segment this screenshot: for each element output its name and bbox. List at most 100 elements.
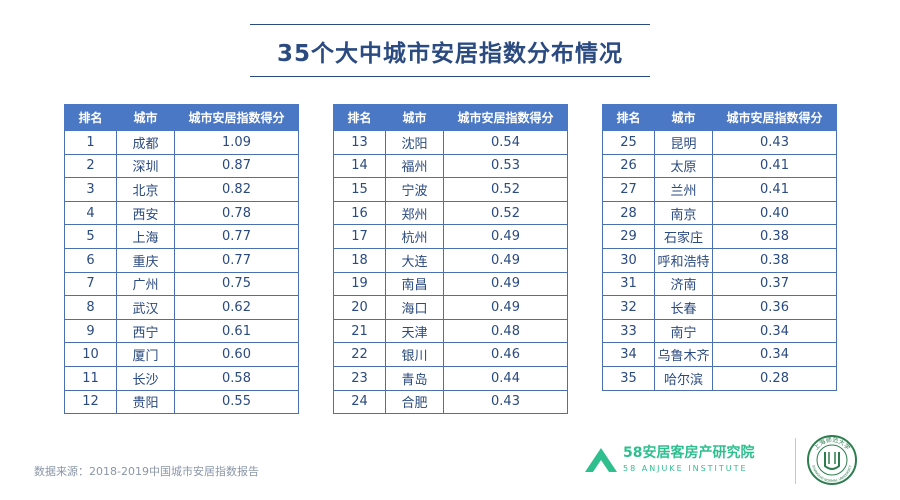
cell-score: 0.34 xyxy=(712,342,837,367)
table-row: 13 沈阳 0.54 xyxy=(333,130,568,155)
seal-cn-text: 上海师范大学 xyxy=(812,436,852,452)
svg-text:上海师范大学: 上海师范大学 xyxy=(812,436,852,452)
table-row: 7 广州 0.75 xyxy=(64,271,299,297)
cell-rank: 3 xyxy=(64,177,117,202)
cell-city: 宁波 xyxy=(385,177,444,202)
cell-score: 0.34 xyxy=(712,318,837,344)
cell-score: 0.41 xyxy=(712,153,837,179)
cell-rank: 17 xyxy=(333,224,386,249)
cell-city: 郑州 xyxy=(385,200,444,226)
cell-city: 呼和浩特 xyxy=(654,247,713,273)
table-row: 29 石家庄 0.38 xyxy=(602,224,837,249)
cell-score: 0.77 xyxy=(174,224,299,249)
table-row: 20 海口 0.49 xyxy=(333,295,568,320)
cell-city: 重庆 xyxy=(116,247,175,273)
table-row: 25 昆明 0.43 xyxy=(602,130,837,155)
table-row: 21 天津 0.48 xyxy=(333,318,568,344)
cell-city: 昆明 xyxy=(654,130,713,155)
cell-rank: 18 xyxy=(333,247,386,273)
table-header-row: 排名 城市 城市安居指数得分 xyxy=(64,104,299,131)
table-header-row: 排名 城市 城市安居指数得分 xyxy=(602,104,837,131)
cell-score: 0.49 xyxy=(443,224,568,249)
table-row: 32 长春 0.36 xyxy=(602,295,837,320)
data-source-note: 数据来源：2018-2019中国城市安居指数报告 xyxy=(34,465,259,478)
cell-score: 0.78 xyxy=(174,200,299,226)
cell-score: 0.52 xyxy=(443,177,568,202)
cell-city: 广州 xyxy=(116,271,175,297)
cell-city: 西安 xyxy=(116,200,175,226)
cell-rank: 10 xyxy=(64,342,117,367)
table-row: 22 银川 0.46 xyxy=(333,342,568,367)
cell-rank: 26 xyxy=(602,153,655,179)
ranking-table-3: 排名 城市 城市安居指数得分 25 昆明 0.43 26 太原 0.41 27 兰州 0.41 2… xyxy=(602,104,837,391)
cell-rank: 28 xyxy=(602,200,655,226)
table-row: 35 哈尔滨 0.28 xyxy=(602,365,837,391)
cell-rank: 4 xyxy=(64,200,117,226)
anjuke-logo-subtext: 58 ANJUKE INSTITUTE xyxy=(623,464,748,473)
cell-city: 深圳 xyxy=(116,153,175,179)
cell-rank: 35 xyxy=(602,365,655,391)
ranking-table-1: 排名 城市 城市安居指数得分 1 成都 1.09 2 深圳 0.87 3 北京 0.82 4 西安 0… xyxy=(64,104,299,415)
header-score: 城市安居指数得分 xyxy=(174,104,299,131)
header-score: 城市安居指数得分 xyxy=(712,104,837,131)
header-score: 城市安居指数得分 xyxy=(443,104,568,131)
header-rank: 排名 xyxy=(602,104,655,131)
table-row: 26 太原 0.41 xyxy=(602,153,837,179)
cell-city: 银川 xyxy=(385,342,444,367)
cell-score: 0.40 xyxy=(712,200,837,226)
table-row: 14 福州 0.53 xyxy=(333,153,568,179)
cell-score: 0.49 xyxy=(443,271,568,297)
cell-rank: 13 xyxy=(333,130,386,155)
table-row: 3 北京 0.82 xyxy=(64,177,299,202)
cell-rank: 9 xyxy=(64,318,117,344)
cell-rank: 19 xyxy=(333,271,386,297)
table-row: 10 厦门 0.60 xyxy=(64,342,299,367)
cell-rank: 25 xyxy=(602,130,655,155)
cell-city: 福州 xyxy=(385,153,444,179)
cell-score: 0.82 xyxy=(174,177,299,202)
cell-rank: 8 xyxy=(64,295,117,320)
cell-city: 长沙 xyxy=(116,365,175,391)
cell-score: 0.54 xyxy=(443,130,568,155)
cell-score: 0.87 xyxy=(174,153,299,179)
table-row: 1 成都 1.09 xyxy=(64,130,299,155)
cell-score: 0.49 xyxy=(443,247,568,273)
cell-score: 0.38 xyxy=(712,224,837,249)
cell-city: 北京 xyxy=(116,177,175,202)
table-row: 27 兰州 0.41 xyxy=(602,177,837,202)
ranking-table-2: 排名 城市 城市安居指数得分 13 沈阳 0.54 14 福州 0.53 15 宁波 0.52 1… xyxy=(333,104,568,415)
cell-rank: 5 xyxy=(64,224,117,249)
cell-city: 合肥 xyxy=(385,389,444,415)
cell-city: 武汉 xyxy=(116,295,175,320)
cell-score: 0.48 xyxy=(443,318,568,344)
cell-rank: 34 xyxy=(602,342,655,367)
cell-score: 0.52 xyxy=(443,200,568,226)
table-row: 17 杭州 0.49 xyxy=(333,224,568,249)
cell-score: 0.55 xyxy=(174,389,299,415)
cell-score: 0.49 xyxy=(443,295,568,320)
cell-rank: 1 xyxy=(64,130,117,155)
table-row: 5 上海 0.77 xyxy=(64,224,299,249)
page-title: 35个大中城市安居指数分布情况 xyxy=(276,41,623,67)
cell-city: 南宁 xyxy=(654,318,713,344)
table-row: 12 贵阳 0.55 xyxy=(64,389,299,415)
cell-rank: 22 xyxy=(333,342,386,367)
cell-city: 哈尔滨 xyxy=(654,365,713,391)
cell-city: 石家庄 xyxy=(654,224,713,249)
cell-rank: 2 xyxy=(64,153,117,179)
table-row: 23 青岛 0.44 xyxy=(333,365,568,391)
cell-score: 0.38 xyxy=(712,247,837,273)
logo-divider xyxy=(795,438,796,484)
cell-score: 0.61 xyxy=(174,318,299,344)
cell-score: 0.62 xyxy=(174,295,299,320)
cell-city: 南京 xyxy=(654,200,713,226)
cell-rank: 30 xyxy=(602,247,655,273)
cell-score: 0.36 xyxy=(712,295,837,320)
cell-rank: 31 xyxy=(602,271,655,297)
cell-score: 0.41 xyxy=(712,177,837,202)
cell-rank: 6 xyxy=(64,247,117,273)
cell-city: 西宁 xyxy=(116,318,175,344)
cell-city: 沈阳 xyxy=(385,130,444,155)
title-top-rule xyxy=(250,24,650,25)
cell-city: 济南 xyxy=(654,271,713,297)
